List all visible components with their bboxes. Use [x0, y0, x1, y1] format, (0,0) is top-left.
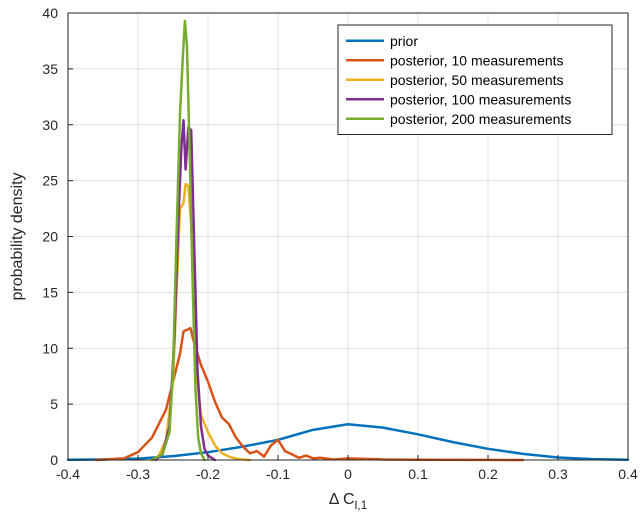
legend-label-4: posterior, 100 measurements	[390, 91, 571, 107]
y-tick-label: 15	[42, 284, 58, 300]
legend-label-5: posterior, 200 measurements	[390, 111, 571, 127]
x-tick-label: -0.2	[196, 466, 220, 482]
y-tick-label: 40	[42, 5, 58, 21]
y-tick-label: 20	[42, 229, 58, 245]
series-line-5	[150, 19, 206, 462]
x-tick-label: -0.3	[126, 466, 150, 482]
x-tick-label: 0	[344, 466, 352, 482]
x-tick-label: -0.4	[56, 466, 80, 482]
x-tick-label: 0.1	[408, 466, 428, 482]
y-axis-label: probability density	[9, 172, 26, 300]
y-tick-label: 0	[50, 452, 58, 468]
series-line-1	[66, 422, 630, 462]
series-line-2	[94, 326, 525, 462]
x-tick-label: -0.1	[266, 466, 290, 482]
x-tick-label: 0.4	[618, 466, 638, 482]
legend: prior posterior, 10 measurements posterior…	[337, 24, 613, 135]
y-tick-label: 10	[42, 340, 58, 356]
legend-label-1: prior	[390, 33, 418, 49]
x-axis: -0.4 -0.3 -0.2 -0.1 0 0.1 0.2 0.3 0.4	[56, 455, 638, 482]
x-axis-label-subscript: l,1	[355, 498, 368, 512]
y-tick-label: 25	[42, 173, 58, 189]
y-axis: 0 5 10 15 20 25 30 35 40	[42, 5, 73, 468]
y-tick-label: 5	[50, 396, 58, 412]
x-axis-label-main: Δ C	[329, 491, 355, 508]
y-tick-label: 30	[42, 117, 58, 133]
x-tick-label: 0.3	[548, 466, 568, 482]
y-tick-label: 35	[42, 61, 58, 77]
legend-label-2: posterior, 10 measurements	[390, 52, 564, 68]
series-line-4	[154, 119, 217, 462]
legend-label-3: posterior, 50 measurements	[390, 72, 564, 88]
series-layer	[66, 19, 630, 462]
x-axis-label: Δ Cl,1	[329, 491, 368, 512]
x-tick-label: 0.2	[478, 466, 498, 482]
